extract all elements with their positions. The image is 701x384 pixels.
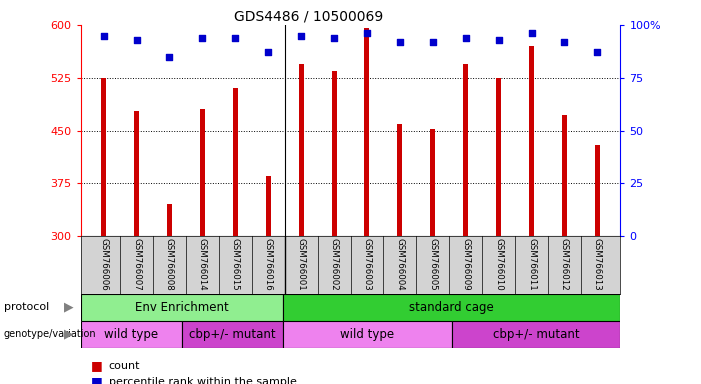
Point [164,53,175,60]
Bar [332,71,336,236]
Text: GSM766010: GSM766010 [494,238,503,291]
Text: GSM766013: GSM766013 [593,238,602,291]
Text: ■: ■ [91,359,103,372]
Bar [81,321,182,348]
Bar [430,129,435,236]
Point [296,33,307,39]
Text: genotype/variation: genotype/variation [4,329,96,339]
Text: cbp+/- mutant: cbp+/- mutant [493,328,579,341]
Text: wild type: wild type [340,328,395,341]
Text: GSM766002: GSM766002 [329,238,339,291]
Point [230,35,241,41]
Bar [595,145,600,236]
Point [493,37,504,43]
Bar [299,64,304,236]
Text: GSM766005: GSM766005 [428,238,437,291]
Bar [134,111,139,236]
Bar [283,294,620,321]
Text: GSM766011: GSM766011 [527,238,536,291]
Point [361,30,372,36]
Bar [233,88,238,236]
Text: ■: ■ [91,375,103,384]
Bar [200,109,205,236]
Text: GSM766009: GSM766009 [461,238,470,291]
Text: ▶: ▶ [64,301,74,314]
Text: protocol: protocol [4,302,49,312]
Point [197,35,208,41]
Text: GSM766012: GSM766012 [560,238,569,291]
Text: percentile rank within the sample: percentile rank within the sample [109,377,297,384]
Bar [182,321,283,348]
Bar [397,124,402,236]
Point [394,39,405,45]
Point [460,35,471,41]
Bar [167,204,172,236]
Point [131,37,142,43]
Text: wild type: wild type [104,328,158,341]
Text: GSM766015: GSM766015 [231,238,240,291]
Bar [451,321,620,348]
Text: GSM766001: GSM766001 [297,238,306,291]
Bar [81,294,283,321]
Bar [266,176,271,236]
Bar [463,64,468,236]
Text: GSM766008: GSM766008 [165,238,174,291]
Text: GDS4486 / 10500069: GDS4486 / 10500069 [234,10,383,23]
Bar [283,321,451,348]
Text: GSM766014: GSM766014 [198,238,207,291]
Point [427,39,438,45]
Bar [562,115,567,236]
Point [559,39,570,45]
Bar [365,28,369,236]
Text: GSM766003: GSM766003 [362,238,372,291]
Text: GSM766016: GSM766016 [264,238,273,291]
Point [526,30,537,36]
Text: standard cage: standard cage [409,301,494,314]
Text: GSM766007: GSM766007 [132,238,141,291]
Text: GSM766006: GSM766006 [99,238,108,291]
Text: cbp+/- mutant: cbp+/- mutant [189,328,275,341]
Text: Env Enrichment: Env Enrichment [135,301,229,314]
Text: GSM766004: GSM766004 [395,238,404,291]
Bar [496,78,501,236]
Bar [529,46,534,236]
Point [98,33,109,39]
Point [592,50,603,56]
Point [263,50,274,56]
Text: ▶: ▶ [64,328,74,341]
Text: count: count [109,361,140,371]
Bar [101,78,106,236]
Point [329,35,340,41]
